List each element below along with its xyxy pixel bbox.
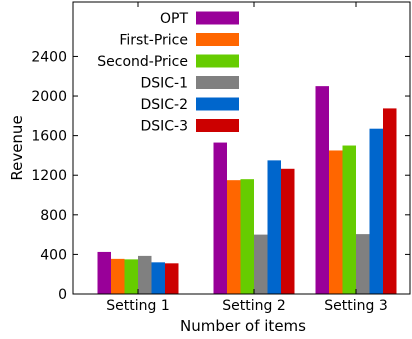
bars-group (97, 86, 397, 294)
bar-dsic-1-3 (356, 234, 370, 294)
x-tick-label: Setting 3 (324, 298, 388, 314)
bar-second-price-3 (342, 145, 356, 294)
x-axis-title: Number of items (180, 317, 306, 335)
x-tick-label: Setting 2 (222, 298, 286, 314)
legend-swatch (196, 11, 239, 25)
plot-frame (72, 1, 411, 295)
bar-dsic-2-3 (369, 128, 383, 294)
bar-dsic-3-3 (383, 108, 397, 294)
legend: OPT First-Price Second-Price DSIC-1 DSIC-2 DS… (97, 11, 239, 135)
legend-label: First-Price (119, 33, 188, 49)
legend-label: DSIC-3 (140, 119, 188, 135)
y-tick-label: 2000 (31, 89, 67, 105)
y-tick-label: 1200 (31, 168, 67, 184)
y-tick-label: 1600 (31, 129, 67, 145)
bar-first-price-2 (227, 180, 241, 294)
bar-dsic-2-1 (151, 262, 165, 294)
bar-dsic-3-2 (281, 168, 295, 294)
legend-swatch (196, 97, 239, 111)
legend-swatch (196, 119, 239, 132)
bar-dsic-3-1 (165, 263, 179, 294)
legend-label: DSIC-1 (140, 76, 188, 92)
y-tick-label: 800 (40, 208, 67, 224)
legend-swatch (196, 76, 239, 89)
axes-group: 0 400 800 1200 1600 2000 2400 Setting 1 Setting … (31, 1, 411, 314)
bar-opt-3 (315, 86, 329, 294)
bar-opt-2 (213, 142, 227, 294)
bar-dsic-2-2 (267, 160, 281, 294)
y-tick-label: 2400 (31, 49, 67, 65)
y-tick-label: 400 (40, 247, 67, 263)
legend-label: DSIC-2 (140, 97, 188, 113)
legend-label: OPT (160, 11, 188, 27)
bar-first-price-1 (111, 258, 125, 294)
y-tick-label: 0 (58, 287, 67, 303)
x-tick-label: Setting 1 (106, 298, 170, 314)
bar-dsic-1-1 (138, 255, 152, 294)
legend-swatch (196, 33, 239, 46)
bar-opt-1 (97, 251, 111, 294)
y-axis-title: Revenue (8, 115, 26, 180)
bar-second-price-2 (240, 179, 254, 294)
bar-dsic-1-2 (254, 234, 268, 294)
legend-label: Second-Price (97, 54, 188, 70)
legend-swatch (196, 54, 239, 68)
bar-first-price-3 (329, 150, 343, 294)
bar-second-price-1 (124, 259, 138, 294)
